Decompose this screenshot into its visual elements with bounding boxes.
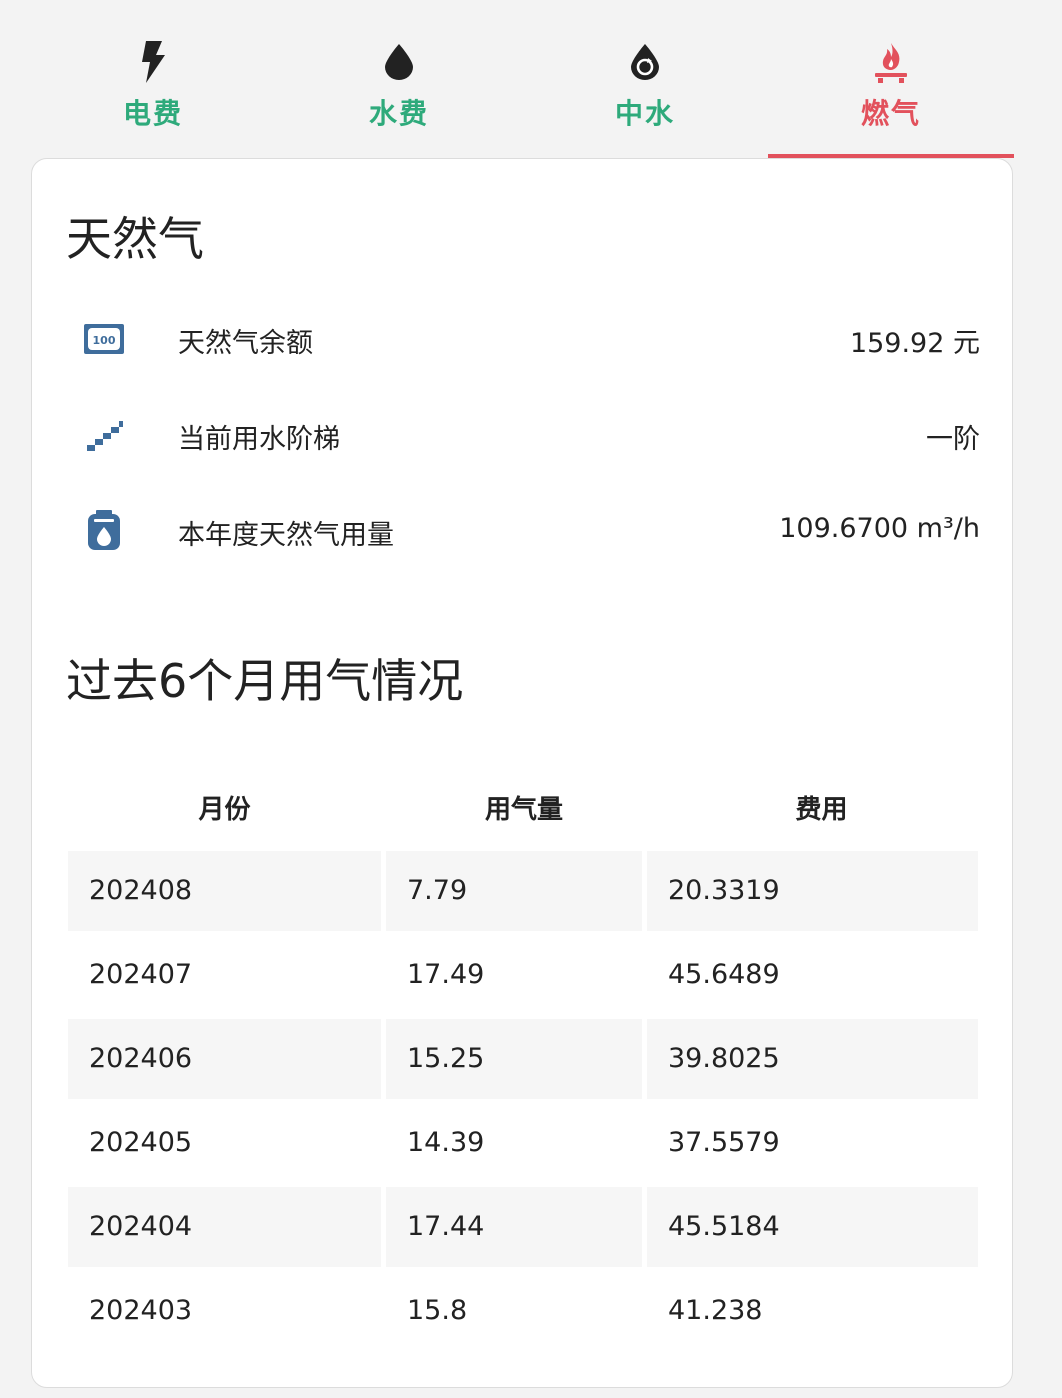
column-header-month: 月份 (198, 795, 251, 825)
cell-usage: 7.79 (386, 851, 642, 931)
tab-label: 中水 (614, 97, 675, 130)
tab-water[interactable]: 水费 (276, 0, 522, 158)
annual-usage-row: 本年度天然气用量 109.6700 m³/h (32, 501, 1012, 561)
utility-tab-bar: 电费 水费 中水 燃气 (0, 0, 1062, 160)
tab-label: 水费 (368, 97, 429, 130)
water-drop-icon (375, 38, 423, 86)
table-row: 202406 15.25 39.8025 (68, 1019, 978, 1103)
table-header: 月份 用气量 费用 (68, 789, 978, 825)
table-row: 202404 17.44 45.5184 (68, 1187, 978, 1271)
cell-cost: 39.8025 (647, 1019, 978, 1099)
annual-usage-value: 109.6700 m³/h (779, 513, 980, 544)
cell-month: 202408 (68, 851, 381, 931)
meter-icon (82, 510, 126, 551)
cell-cost: 45.6489 (668, 959, 780, 990)
cell-usage: 15.25 (386, 1019, 642, 1099)
history-title: 过去6个月用气情况 (66, 654, 464, 708)
cell-month: 202406 (68, 1019, 381, 1099)
cell-usage: 17.44 (386, 1187, 642, 1267)
tier-value: 一阶 (926, 424, 980, 455)
table-row: 202403 15.8 41.238 (68, 1271, 978, 1355)
gas-flame-icon (867, 38, 915, 86)
cell-cost: 20.3319 (647, 851, 978, 931)
cell-cost: 41.238 (668, 1295, 763, 1326)
cell-month: 202403 (89, 1295, 193, 1326)
cell-usage: 14.39 (407, 1127, 485, 1158)
cell-cost: 45.5184 (647, 1187, 978, 1267)
recycled-water-icon (621, 38, 669, 86)
cell-usage: 15.8 (407, 1295, 468, 1326)
stairs-icon (82, 415, 126, 455)
column-header-cost: 费用 (795, 795, 848, 825)
table-row: 202408 7.79 20.3319 (68, 851, 978, 935)
tab-label: 电费 (122, 97, 183, 130)
usage-table: 202408 7.79 20.3319 202407 17.49 45.6489… (68, 851, 978, 1355)
annual-usage-label: 本年度天然气用量 (178, 520, 394, 551)
banknote-icon: 100 (82, 319, 126, 359)
card-title: 天然气 (66, 212, 204, 266)
cell-cost: 37.5579 (668, 1127, 780, 1158)
balance-label: 天然气余额 (178, 328, 313, 359)
balance-value: 159.92 元 (849, 328, 980, 359)
table-row: 202405 14.39 37.5579 (68, 1103, 978, 1187)
tab-label: 燃气 (860, 97, 921, 130)
tab-gas[interactable]: 燃气 (768, 0, 1014, 158)
balance-row: 100 天然气余额 159.92 元 (32, 309, 1012, 369)
tab-reclaimed-water[interactable]: 中水 (522, 0, 768, 158)
cell-month: 202404 (68, 1187, 381, 1267)
column-header-usage: 用气量 (484, 795, 563, 825)
cell-month: 202407 (89, 959, 193, 990)
active-tab-indicator (768, 154, 1014, 158)
cell-month: 202405 (89, 1127, 193, 1158)
gas-info-card: 天然气 100 天然气余额 159.92 元 当前用水阶梯 一阶 (31, 158, 1013, 1388)
tier-row: 当前用水阶梯 一阶 (32, 405, 1012, 465)
table-row: 202407 17.49 45.6489 (68, 935, 978, 1019)
svg-text:100: 100 (93, 334, 116, 347)
tier-label: 当前用水阶梯 (178, 424, 340, 455)
cell-usage: 17.49 (407, 959, 485, 990)
tab-electricity[interactable]: 电费 (30, 0, 276, 158)
lightning-icon (129, 38, 177, 86)
